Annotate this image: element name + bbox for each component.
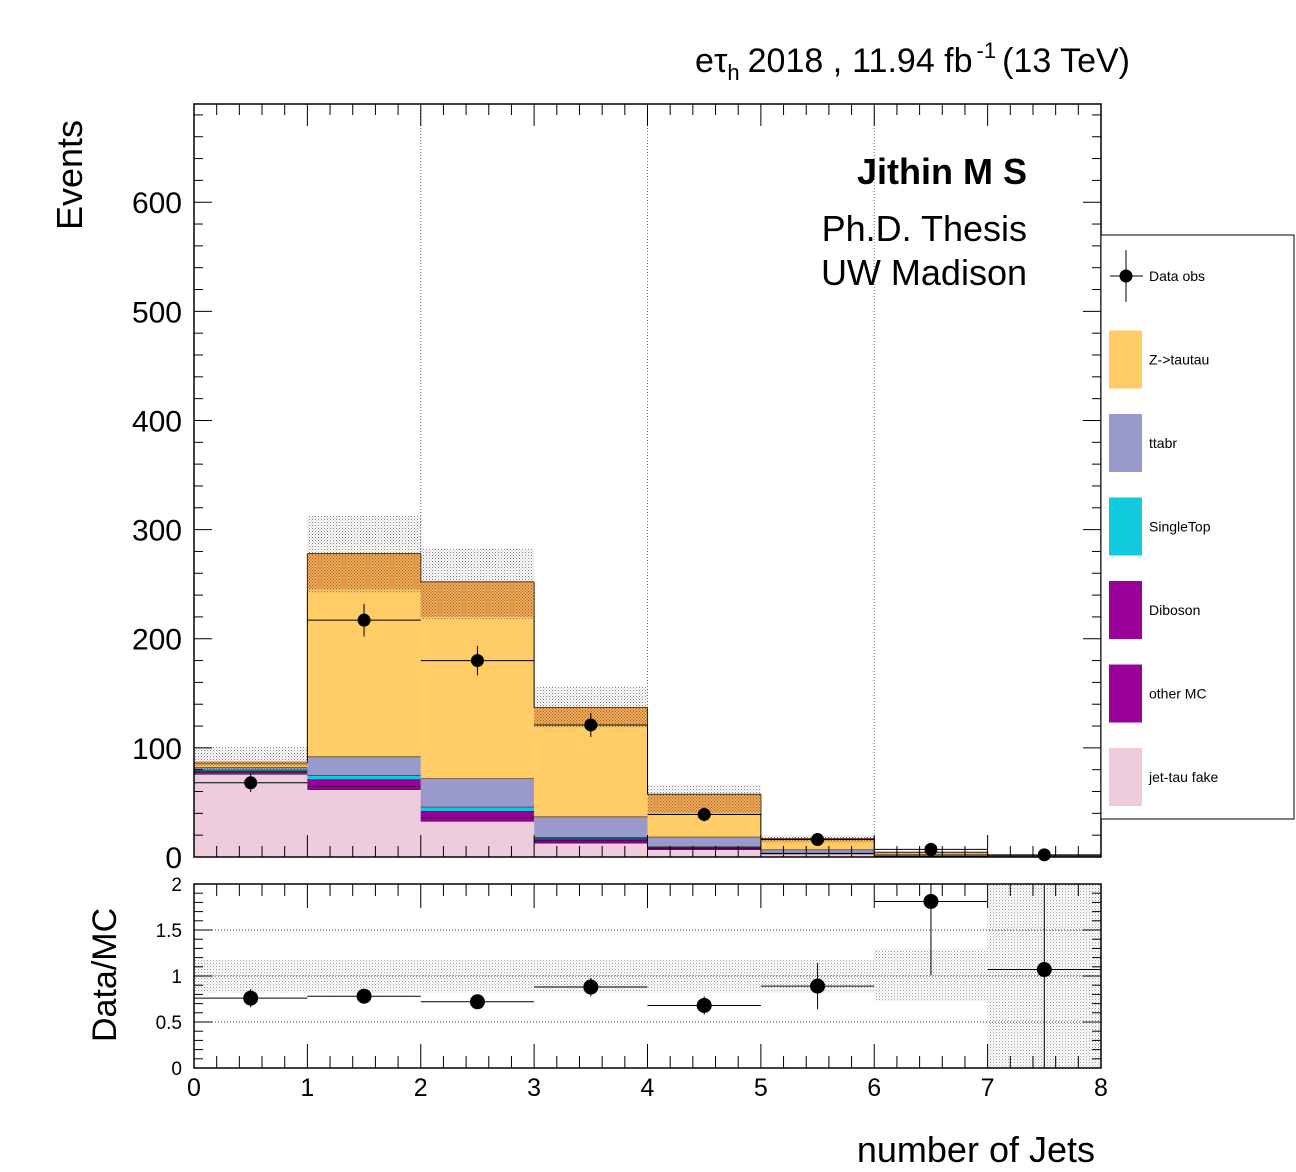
legend-swatch-ttbar (1109, 414, 1142, 472)
stack-bar-ttbar (420, 778, 535, 807)
legend-label: jet-tau fake (1148, 769, 1218, 785)
ratio-point (356, 988, 372, 1004)
thesis-label: Ph.D. Thesis (822, 208, 1027, 249)
xtick-label: 4 (641, 1074, 655, 1102)
main-ytick-label: 400 (132, 405, 182, 438)
uncertainty-hatch (647, 794, 761, 814)
ratio-ytick-label: 1.5 (156, 921, 182, 942)
legend-swatch-ztt (1109, 330, 1142, 389)
ratio-axes: 0 0.5 1 1.5 2 0 1 2 3 4 5 6 7 8 (156, 875, 1108, 1102)
stack-bar-ttbar (760, 849, 875, 853)
stack-bar-othermc (647, 848, 761, 850)
main-axes: 0 100 200 300 400 500 600 (132, 104, 1101, 875)
uncertainty-band (194, 746, 308, 775)
figure-header: eτh 2018 , 11.94 fb -1 (13 TeV) (695, 38, 1130, 85)
stack-bar-diboson (534, 838, 648, 841)
data-point (470, 654, 484, 668)
main-ytick-label: 100 (132, 733, 182, 766)
data-point (357, 613, 371, 627)
legend-swatch-othermc (1109, 664, 1142, 723)
legend-label: Z->tautau (1149, 352, 1209, 368)
legend-label: SingleTop (1149, 519, 1211, 535)
xtick-label: 6 (867, 1074, 881, 1102)
stack-bar-fake (534, 842, 648, 857)
legend-label: Diboson (1149, 602, 1200, 618)
header-year: 2018 , (748, 42, 843, 80)
stack-bar-othermc (420, 817, 535, 821)
main-ytick-label: 0 (165, 842, 182, 875)
data-point (1037, 848, 1051, 862)
legend-label: ttabr (1149, 435, 1177, 451)
data-point (244, 776, 258, 790)
xtick-label: 5 (754, 1074, 768, 1102)
xlabel: number of Jets (857, 1129, 1095, 1170)
stack-bar-othermc (534, 840, 648, 843)
stack-bar-fake (647, 849, 761, 857)
stack-bar-singletop (534, 837, 648, 839)
legend-label: other MC (1149, 686, 1207, 702)
channel-sub: h (727, 60, 739, 85)
main-ytick-label: 600 (132, 187, 182, 220)
ratio-point (469, 994, 485, 1010)
header-energy: (13 TeV) (1002, 42, 1130, 80)
legend-swatch-singletop (1109, 497, 1142, 556)
channel-e: e (695, 42, 714, 80)
data-point (811, 833, 825, 847)
stack-bar-singletop (420, 806, 535, 812)
uncertainty-hatch (194, 760, 308, 766)
ratio-data-points (194, 884, 1101, 1068)
ratio-grid (194, 929, 1101, 1023)
ratio-ytick-label: 0 (171, 1059, 182, 1080)
xtick-label: 1 (300, 1074, 314, 1102)
legend-swatch-diboson (1109, 581, 1142, 639)
main-data-points (194, 603, 1101, 862)
stack-bar-fake (307, 789, 421, 857)
header-lumi-exp: -1 (977, 38, 997, 63)
xtick-label: 0 (187, 1074, 201, 1102)
ratio-ytick-label: 0.5 (156, 1013, 182, 1034)
xtick-label: 7 (981, 1074, 995, 1102)
main-ytick-label: 200 (132, 624, 182, 657)
legend: Data obs Z->tautau ttabr SingleTop Diboson ot… (1100, 234, 1295, 820)
stack-bar-ttbar (534, 816, 648, 838)
legend-marker-data (1119, 269, 1133, 283)
ratio-ylabel: Data/MC (86, 908, 124, 1042)
data-point (697, 807, 711, 821)
main-ytick-label: 300 (132, 515, 182, 548)
ratio-point (923, 893, 939, 909)
ratio-point (696, 997, 712, 1013)
stack-bar-diboson (420, 811, 535, 818)
institution-label: UW Madison (821, 252, 1027, 293)
uncertainty-hatch (420, 581, 535, 617)
main-ylabel: Events (49, 120, 90, 230)
ratio-point (583, 979, 599, 995)
ratio-point (243, 990, 259, 1006)
data-point (924, 842, 938, 856)
stack-bar-ttbar (647, 836, 761, 847)
legend-swatch-fake (1109, 748, 1142, 806)
stack-bar-ttbar (307, 756, 421, 776)
data-point (584, 718, 598, 732)
header-lumi: 11.94 fb (852, 42, 972, 80)
stack-bar-singletop (307, 775, 421, 780)
stack-bar-fake (420, 820, 535, 857)
xtick-label: 3 (527, 1074, 541, 1102)
legend-label: Data obs (1149, 268, 1205, 284)
ratio-ytick-label: 1 (171, 967, 182, 988)
author-label: Jithin M S (857, 151, 1027, 192)
xtick-label: 2 (414, 1074, 428, 1102)
main-ytick-label: 500 (132, 296, 182, 329)
ratio-point (1036, 962, 1052, 978)
stack-bar-diboson (307, 779, 421, 787)
stack-bar-diboson (647, 847, 761, 849)
channel-tau: τ (714, 42, 728, 80)
stack-bar-othermc (307, 786, 421, 790)
ratio-point (810, 978, 826, 994)
xtick-label: 8 (1094, 1074, 1108, 1102)
stack-bar-fake (760, 853, 875, 857)
ratio-ytick-label: 2 (171, 875, 182, 896)
uncertainty-hatch (307, 553, 421, 590)
ratio-band-bin (307, 959, 421, 993)
